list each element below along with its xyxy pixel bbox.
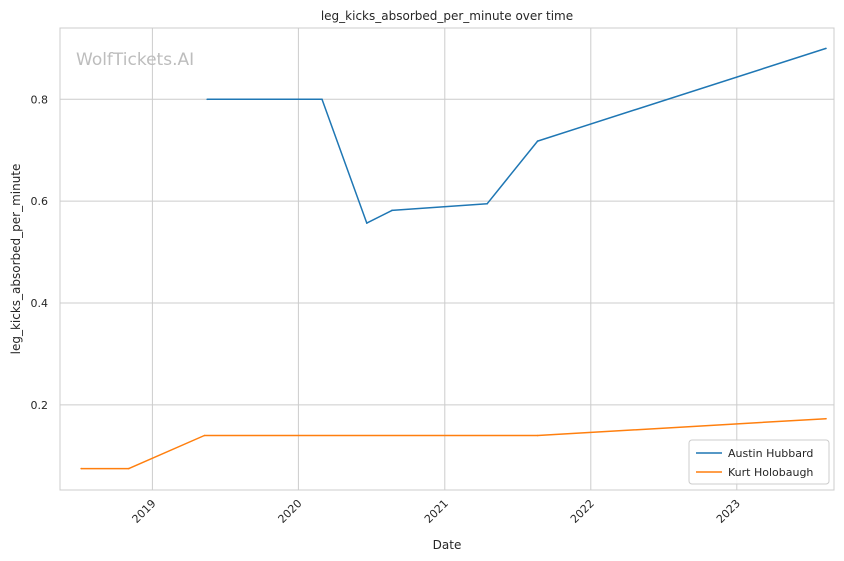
data-point-austin-hubbard-3 xyxy=(391,209,393,212)
x-axis-label: Date xyxy=(433,538,462,552)
data-point-kurt-holobaugh-1 xyxy=(128,467,130,470)
legend-label-austin-hubbard: Austin Hubbard xyxy=(728,447,813,460)
data-point-austin-hubbard-6 xyxy=(825,47,827,50)
x-tick-label-2021: 2021 xyxy=(422,497,451,526)
x-tick-label-2022: 2022 xyxy=(568,497,597,526)
x-ticks: 2019 2020 2021 2022 2023 xyxy=(130,497,743,526)
data-point-austin-hubbard-4 xyxy=(486,202,489,205)
y-tick-label-0.4: 0.4 xyxy=(31,297,49,310)
x-tick-label-2019: 2019 xyxy=(130,497,159,526)
data-point-kurt-holobaugh-2 xyxy=(203,434,206,437)
plot-frame xyxy=(59,27,835,491)
data-point-kurt-holobaugh-0 xyxy=(80,467,82,470)
series-lines xyxy=(80,47,827,470)
grid xyxy=(60,28,834,490)
data-point-kurt-holobaugh-3 xyxy=(536,434,539,437)
data-point-austin-hubbard-5 xyxy=(536,140,539,142)
y-tick-label-0.6: 0.6 xyxy=(31,195,49,208)
data-point-austin-hubbard-1 xyxy=(321,98,323,101)
x-tick-label-2023: 2023 xyxy=(714,497,743,526)
plot-background xyxy=(60,28,834,490)
chart-title: leg_kicks_absorbed_per_minute over time xyxy=(321,9,573,23)
y-axis-label: leg_kicks_absorbed_per_minute xyxy=(9,164,23,355)
y-tick-label-0.8: 0.8 xyxy=(31,93,49,106)
legend-label-kurt-holobaugh: Kurt Holobaugh xyxy=(728,466,813,479)
watermark: WolfTickets.AI xyxy=(76,50,194,70)
y-tick-label-0.2: 0.2 xyxy=(31,399,49,412)
data-point-austin-hubbard-0 xyxy=(206,98,208,101)
data-point-austin-hubbard-2 xyxy=(366,222,368,224)
y-ticks: 0.2 0.4 0.6 0.8 xyxy=(31,93,49,412)
data-point-kurt-holobaugh-4 xyxy=(825,417,827,420)
legend-box xyxy=(688,439,830,485)
legend: Austin Hubbard Kurt Holobaugh xyxy=(688,439,830,485)
x-tick-label-2020: 2020 xyxy=(276,497,305,526)
